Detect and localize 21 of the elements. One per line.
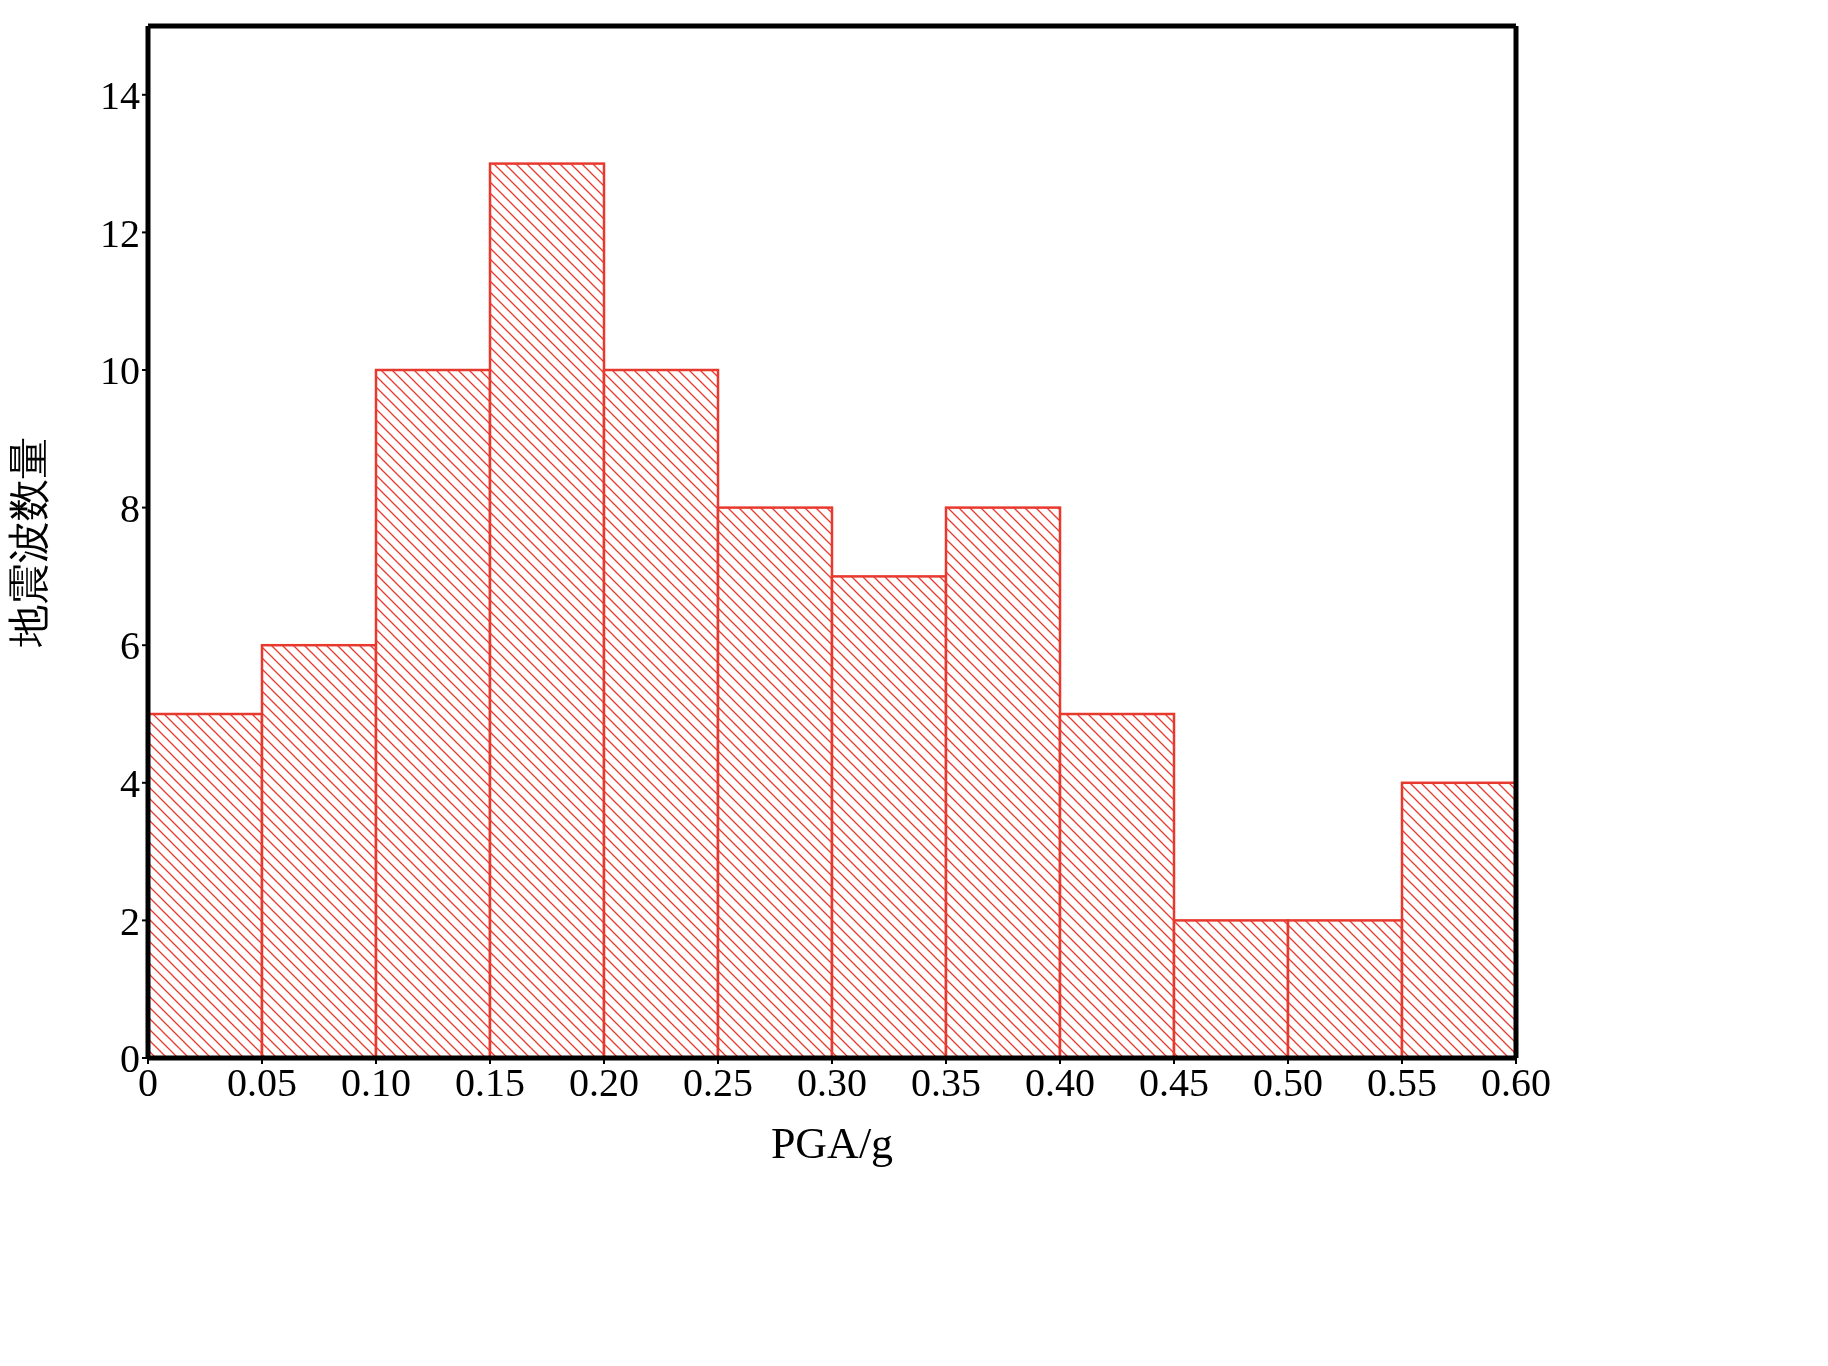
x-axis-title: PGA/g bbox=[770, 1119, 894, 1168]
x-tick-label: 0.05 bbox=[227, 1060, 297, 1106]
y-tick-label: 4 bbox=[120, 761, 140, 806]
x-tick-label: 0.40 bbox=[1025, 1060, 1095, 1106]
x-tick-label: 0.10 bbox=[341, 1060, 411, 1106]
y-tick-label: 10 bbox=[100, 348, 140, 394]
x-tick-label: 0.55 bbox=[1367, 1060, 1437, 1106]
x-tick-label: 0.60 bbox=[1481, 1060, 1551, 1106]
x-tick-label: 0.15 bbox=[455, 1060, 525, 1106]
x-tick-label: 0.25 bbox=[683, 1060, 753, 1106]
x-tick-label: 0.30 bbox=[797, 1060, 867, 1106]
y-tick-label: 2 bbox=[120, 898, 140, 944]
y-tick-label: 14 bbox=[100, 73, 140, 118]
y-tick-label: 8 bbox=[120, 485, 140, 531]
x-tick-label: 0.20 bbox=[569, 1060, 639, 1106]
y-tick-label: 6 bbox=[120, 623, 140, 669]
x-tick-label: 0.35 bbox=[911, 1060, 981, 1106]
y-tick-label: 12 bbox=[100, 210, 140, 256]
x-tick-label: 0.45 bbox=[1139, 1060, 1209, 1106]
x-tick-label: 0.50 bbox=[1253, 1060, 1323, 1106]
y-axis-title: 地震波数量 bbox=[3, 437, 53, 648]
